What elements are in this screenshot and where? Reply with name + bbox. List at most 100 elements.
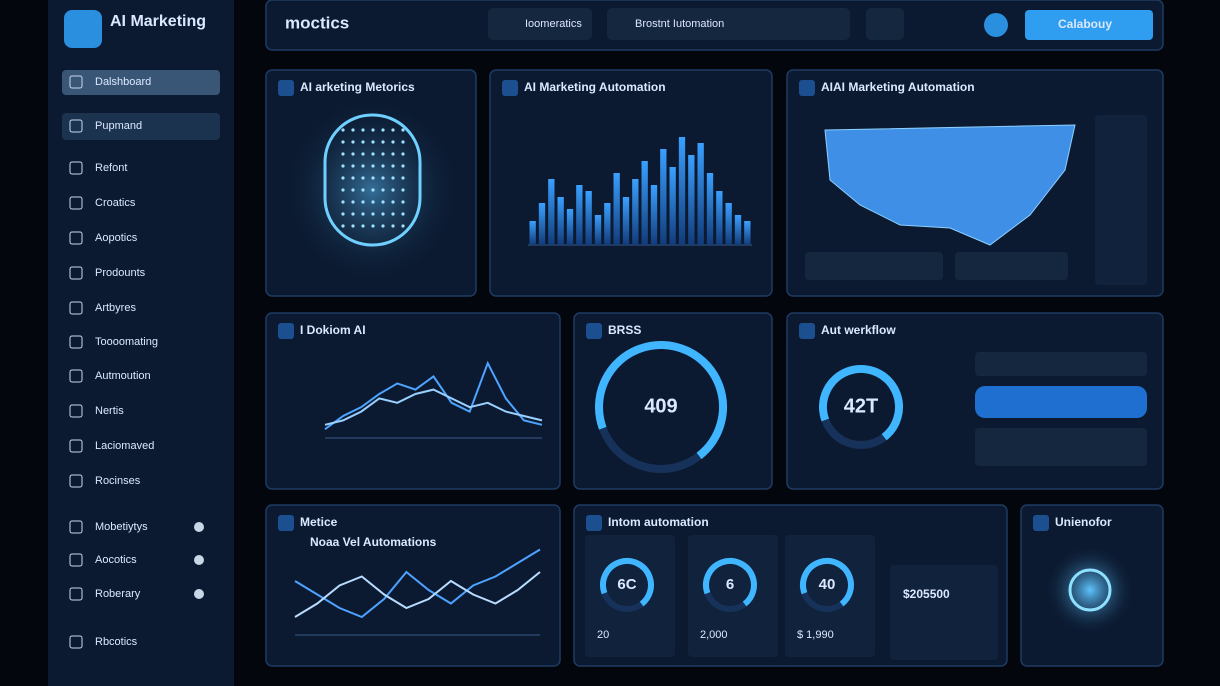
menu-item[interactable]: Autmoution bbox=[95, 370, 151, 382]
search-text: Ioomeratics bbox=[525, 18, 582, 30]
dot bbox=[361, 200, 365, 204]
dot bbox=[351, 164, 355, 168]
panel-icon bbox=[502, 80, 518, 96]
menu-item[interactable]: Rbcotics bbox=[95, 636, 138, 648]
dot bbox=[401, 224, 405, 228]
menu-icon bbox=[69, 587, 83, 601]
panel-icon bbox=[799, 323, 815, 339]
menu-item[interactable]: Prodounts bbox=[95, 267, 146, 279]
dot bbox=[391, 140, 395, 144]
gauge-value: 40 bbox=[819, 576, 836, 593]
panel-icon bbox=[586, 323, 602, 339]
bar bbox=[566, 209, 574, 245]
bar bbox=[678, 137, 686, 245]
button-text: Calabouy bbox=[1058, 17, 1112, 31]
search[interactable] bbox=[488, 8, 592, 40]
menu-icon bbox=[69, 474, 83, 488]
metric-card bbox=[585, 535, 675, 657]
gauge-value: 42T bbox=[844, 395, 878, 417]
menu-item[interactable]: Refont bbox=[95, 162, 127, 174]
workflow-item bbox=[975, 352, 1147, 376]
menu-icon bbox=[69, 119, 83, 133]
dot bbox=[341, 152, 345, 156]
panel-icon bbox=[799, 80, 815, 96]
dot bbox=[351, 200, 355, 204]
panel-title: Unienofor bbox=[1055, 515, 1112, 529]
dot bbox=[341, 164, 345, 168]
dot bbox=[391, 152, 395, 156]
dot bbox=[351, 188, 355, 192]
dot bbox=[351, 224, 355, 228]
gauge-arc bbox=[819, 365, 903, 449]
status-dot bbox=[194, 589, 204, 599]
dot bbox=[391, 188, 395, 192]
workflow-item bbox=[975, 386, 1147, 418]
menu-item[interactable]: Toooomating bbox=[95, 336, 158, 348]
menu-item[interactable]: Pupmand bbox=[95, 120, 142, 132]
dot bbox=[361, 164, 365, 168]
dot bbox=[381, 212, 385, 216]
menu-item[interactable]: Laciomaved bbox=[95, 440, 154, 452]
gauge-value: 6 bbox=[726, 576, 734, 593]
menu-item[interactable]: Artbyres bbox=[95, 302, 136, 314]
bar bbox=[688, 155, 695, 245]
bar bbox=[594, 215, 602, 245]
chart-subtitle: Noaa Vel Automations bbox=[310, 535, 437, 549]
line bbox=[294, 571, 541, 618]
menu-icon bbox=[69, 635, 83, 649]
dot bbox=[371, 224, 375, 228]
panel-title: Intom automation bbox=[608, 515, 709, 529]
brand: AI Marketing bbox=[110, 13, 206, 30]
menu-icon bbox=[69, 404, 83, 418]
button[interactable] bbox=[1025, 10, 1153, 40]
menu-highlight[interactable] bbox=[62, 113, 220, 140]
menu-item[interactable]: Mobetiytys bbox=[95, 521, 148, 533]
dot bbox=[381, 188, 385, 192]
menu-icon bbox=[69, 75, 83, 89]
menu-item[interactable]: Nertis bbox=[95, 405, 124, 417]
menu-item[interactable]: Aocotics bbox=[95, 554, 137, 566]
icon-button[interactable] bbox=[866, 8, 904, 40]
bar bbox=[613, 173, 620, 245]
logo: moctics bbox=[285, 13, 349, 32]
dropdown[interactable] bbox=[607, 8, 850, 40]
dot bbox=[361, 188, 365, 192]
dot bbox=[351, 152, 355, 156]
panel-icon bbox=[1033, 515, 1049, 531]
dot bbox=[391, 224, 395, 228]
panel-icon bbox=[278, 80, 294, 96]
brand-icon bbox=[64, 10, 102, 48]
avatar[interactable] bbox=[984, 13, 1008, 37]
dot bbox=[361, 224, 365, 228]
menu-highlight[interactable] bbox=[62, 70, 220, 95]
bar bbox=[641, 161, 648, 245]
menu-item[interactable]: Aopotics bbox=[95, 232, 138, 244]
dot bbox=[341, 224, 345, 228]
map-card bbox=[955, 252, 1068, 280]
orb-core bbox=[1068, 568, 1112, 612]
menu-icon bbox=[69, 196, 83, 210]
bar bbox=[716, 191, 723, 245]
menu-item[interactable]: Roberary bbox=[95, 588, 141, 600]
panel bbox=[265, 312, 561, 490]
menu-icon bbox=[69, 301, 83, 315]
panel-title: AI arketing Metorics bbox=[300, 80, 415, 94]
menu-icon bbox=[69, 231, 83, 245]
dot bbox=[341, 200, 345, 204]
dot bbox=[371, 164, 375, 168]
metric-card bbox=[785, 535, 875, 657]
dot bbox=[401, 152, 405, 156]
bar bbox=[706, 173, 714, 245]
dot bbox=[341, 176, 345, 180]
menu-item[interactable]: Dalshboard bbox=[95, 76, 151, 88]
dot bbox=[361, 140, 365, 144]
menu-item[interactable]: Rocinses bbox=[95, 475, 141, 487]
metric-amount: 2,000 bbox=[700, 629, 728, 641]
dot bbox=[341, 212, 345, 216]
bar bbox=[632, 179, 639, 245]
menu-item[interactable]: Croatics bbox=[95, 197, 136, 209]
total-card bbox=[890, 565, 998, 660]
panel-title: I Dokiom AI bbox=[300, 323, 366, 337]
panel-title: Aut werkflow bbox=[821, 323, 896, 337]
dot bbox=[371, 212, 375, 216]
